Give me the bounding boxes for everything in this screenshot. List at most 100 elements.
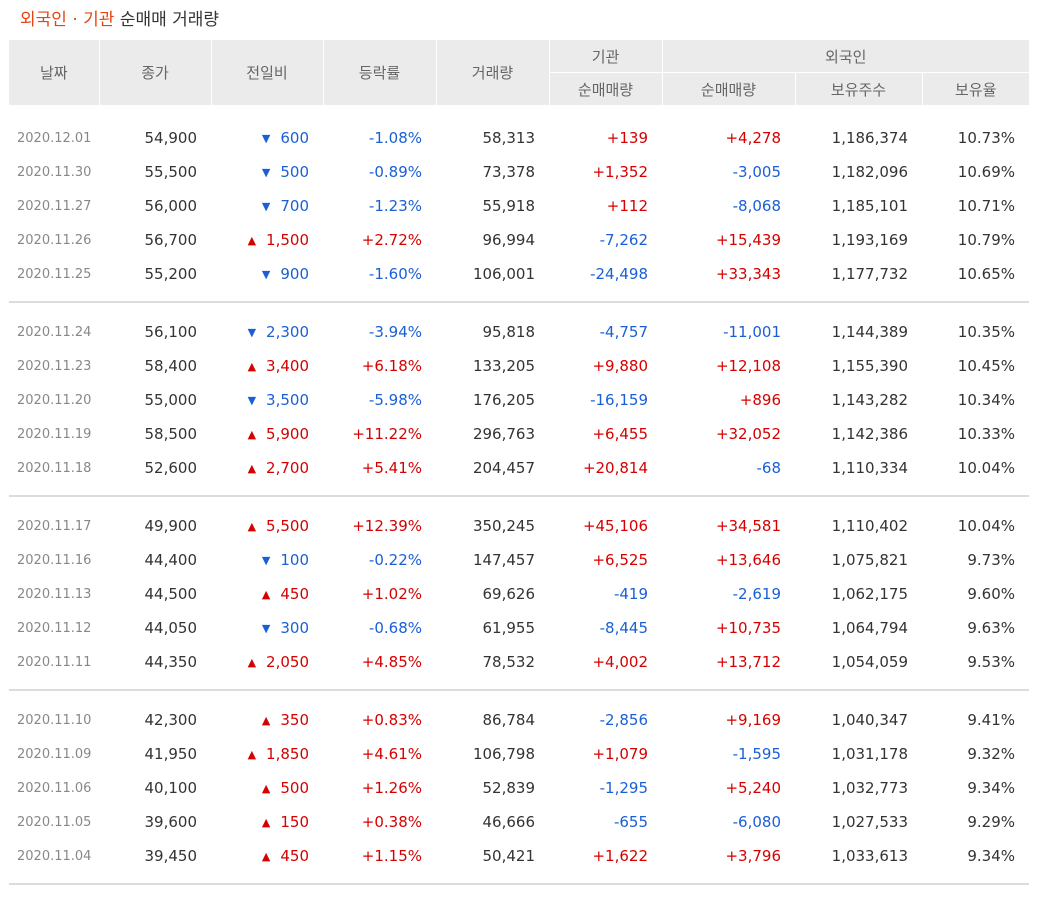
cell-inst-net: +1,079 [592, 745, 648, 763]
cell-inst-net: -16,159 [590, 391, 648, 409]
header-close: 종가 [98, 40, 211, 105]
cell-change: ▼ 500 [211, 155, 323, 189]
cell-foreign-ratio: 9.73% [967, 551, 1015, 569]
cell-rate: +0.83% [361, 711, 422, 729]
table-row: 2020.11.26 56,700 ▲ 1,500 +2.72% 96,994 -7,262… [9, 223, 1029, 257]
cell-close: 44,500 [144, 585, 198, 603]
cell-inst-net: +6,525 [592, 551, 648, 569]
cell-rate: +6.18% [361, 357, 422, 375]
cell-close: 39,600 [144, 813, 198, 831]
cell-change: ▲ 5,900 [211, 417, 323, 451]
cell-foreign-ratio: 9.32% [967, 745, 1015, 763]
cell-foreign-ratio: 10.73% [957, 129, 1015, 147]
header-foreign-net: 순매매량 [661, 72, 795, 105]
cell-rate: -1.08% [368, 129, 422, 147]
cell-foreign-net: +10,735 [715, 619, 781, 637]
cell-volume: 50,421 [482, 847, 536, 865]
down-arrow-icon: ▼ [247, 394, 257, 407]
down-arrow-icon: ▼ [261, 622, 271, 635]
table-row: 2020.11.23 58,400 ▲ 3,400 +6.18% 133,205 +9,88… [9, 349, 1029, 383]
cell-foreign-net: +9,169 [725, 711, 781, 729]
cell-change: ▲ 350 [211, 703, 323, 737]
cell-change: ▲ 1,850 [211, 737, 323, 771]
cell-change: ▲ 1,500 [211, 223, 323, 257]
cell-change: ▲ 2,700 [211, 451, 323, 485]
header-date: 날짜 [9, 40, 99, 105]
change-value: 600 [280, 129, 309, 147]
down-arrow-icon: ▼ [261, 200, 271, 213]
cell-inst-net: +45,106 [582, 517, 648, 535]
cell-foreign-ratio: 10.71% [957, 197, 1015, 215]
header-change: 전일비 [210, 40, 323, 105]
cell-close: 39,450 [144, 847, 198, 865]
change-value: 500 [280, 163, 309, 181]
cell-inst-net: -2,856 [599, 711, 648, 729]
cell-rate: +4.85% [361, 653, 422, 671]
table-row: 2020.11.18 52,600 ▲ 2,700 +5.41% 204,457 +20,8… [9, 451, 1029, 485]
change-value: 300 [280, 619, 309, 637]
cell-close: 44,050 [144, 619, 198, 637]
change-value: 2,300 [266, 323, 309, 341]
cell-foreign-net: +12,108 [715, 357, 781, 375]
cell-foreign-hold: 1,144,389 [831, 323, 908, 341]
table-row: 2020.11.05 39,600 ▲ 150 +0.38% 46,666 -655 -6,0… [9, 805, 1029, 839]
cell-foreign-net: +15,439 [715, 231, 781, 249]
cell-rate: -0.68% [368, 619, 422, 637]
up-arrow-icon: ▲ [247, 748, 257, 761]
cell-rate: +1.15% [361, 847, 422, 865]
cell-foreign-net: -1,595 [732, 745, 781, 763]
cell-inst-net: +6,455 [592, 425, 648, 443]
cell-volume: 95,818 [482, 323, 536, 341]
cell-inst-net: -8,445 [599, 619, 648, 637]
change-value: 450 [280, 847, 309, 865]
cell-foreign-ratio: 10.33% [957, 425, 1015, 443]
cell-date: 2020.11.12 [17, 620, 92, 636]
cell-date: 2020.11.27 [17, 198, 92, 214]
change-value: 2,050 [266, 653, 309, 671]
group-separator [9, 873, 1029, 885]
header-institution: 기관 [548, 40, 662, 73]
cell-date: 2020.11.23 [17, 358, 92, 374]
cell-foreign-hold: 1,186,374 [831, 129, 908, 147]
section-title-highlight: 외국인 · 기관 [20, 10, 115, 30]
cell-close: 54,900 [144, 129, 198, 147]
header-volume: 거래량 [435, 40, 549, 105]
cell-close: 55,000 [144, 391, 198, 409]
cell-inst-net: +9,880 [592, 357, 648, 375]
cell-date: 2020.11.30 [17, 164, 92, 180]
cell-change: ▼ 900 [211, 257, 323, 291]
down-arrow-icon: ▼ [261, 554, 271, 567]
up-arrow-icon: ▲ [247, 656, 257, 669]
group-separator [9, 679, 1029, 691]
header-foreign: 외국인 [661, 40, 1029, 73]
table-row: 2020.11.13 44,500 ▲ 450 +1.02% 69,626 -419 -2,6… [9, 577, 1029, 611]
cell-volume: 78,532 [482, 653, 536, 671]
cell-rate: +11.22% [352, 425, 422, 443]
table-row: 2020.11.11 44,350 ▲ 2,050 +4.85% 78,532 +4,002… [9, 645, 1029, 679]
cell-change: ▼ 300 [211, 611, 323, 645]
cell-foreign-hold: 1,110,334 [831, 459, 908, 477]
cell-foreign-ratio: 9.34% [967, 779, 1015, 797]
down-arrow-icon: ▼ [247, 326, 257, 339]
header-foreign-hold: 보유주수 [794, 72, 922, 105]
cell-foreign-ratio: 10.04% [957, 459, 1015, 477]
down-arrow-icon: ▼ [261, 132, 271, 145]
cell-date: 2020.11.09 [17, 746, 92, 762]
change-value: 2,700 [266, 459, 309, 477]
cell-foreign-net: -68 [756, 459, 782, 477]
cell-close: 52,600 [144, 459, 198, 477]
cell-date: 2020.11.13 [17, 586, 92, 602]
table-row: 2020.11.16 44,400 ▼ 100 -0.22% 147,457 +6,525 +… [9, 543, 1029, 577]
cell-close: 41,950 [144, 745, 198, 763]
up-arrow-icon: ▲ [247, 234, 257, 247]
cell-foreign-ratio: 9.41% [967, 711, 1015, 729]
cell-inst-net: +139 [606, 129, 648, 147]
cell-change: ▲ 3,400 [211, 349, 323, 383]
cell-inst-net: +4,002 [592, 653, 648, 671]
up-arrow-icon: ▲ [247, 520, 257, 533]
change-value: 5,500 [266, 517, 309, 535]
up-arrow-icon: ▲ [261, 816, 271, 829]
cell-volume: 147,457 [472, 551, 535, 569]
cell-volume: 96,994 [482, 231, 536, 249]
change-value: 3,500 [266, 391, 309, 409]
